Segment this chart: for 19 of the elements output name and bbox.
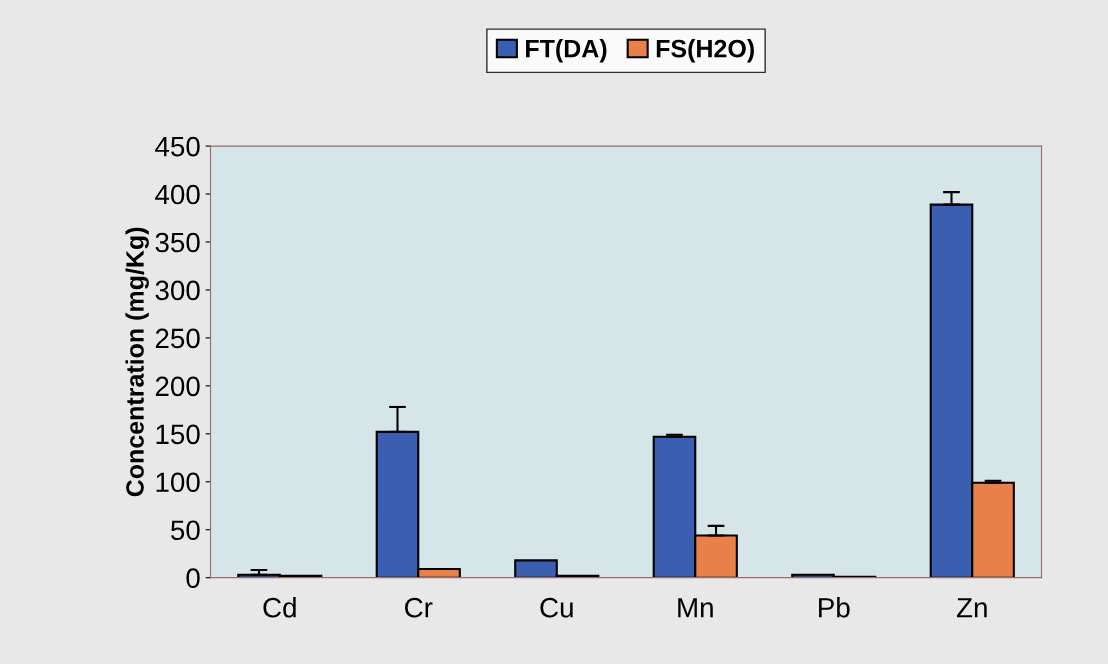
x-tick-label: Cd <box>263 597 296 618</box>
y-tick-label: 100 <box>156 472 200 493</box>
y-tick-label: 150 <box>156 424 200 445</box>
x-tick-label: Pb <box>819 597 850 618</box>
x-tick-label: Cu <box>540 597 573 618</box>
y-tick-label: 200 <box>155 376 200 397</box>
y-tick-label: 250 <box>155 328 200 349</box>
legend-label: FS(H2O) <box>656 39 754 63</box>
x-tick-label: Mn <box>678 598 713 618</box>
x-tick-label: Zn <box>956 598 987 618</box>
x-tick-label: Cr <box>405 597 433 618</box>
y-tick-label: 350 <box>155 232 200 253</box>
legend-label: FT(DA) <box>526 39 607 63</box>
y-tick-label: 450 <box>155 136 200 157</box>
y-tick-label: 300 <box>155 280 200 301</box>
y-axis-title: Concentration (mg/Kg) <box>125 227 149 497</box>
y-tick-label: 0 <box>186 568 200 589</box>
y-tick-label: 400 <box>155 184 200 205</box>
y-tick-label: 50 <box>171 520 200 541</box>
